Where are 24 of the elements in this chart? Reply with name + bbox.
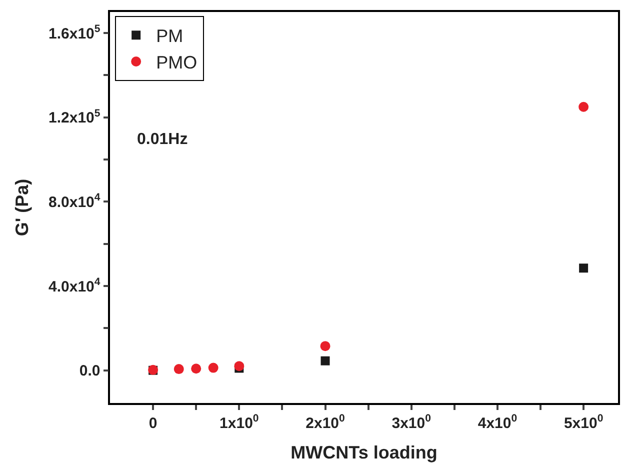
point [191,364,202,374]
point [174,364,184,374]
y-tick-label: 8.0x10$^{4}$ [48,192,100,211]
x-tick-label: 4x10$^{0}$ [478,412,518,432]
legend-label: PM [156,26,184,46]
point [578,102,589,112]
y-tick-label: 0.0 [79,362,100,380]
x-tick-label: 2x10$^{0}$ [306,412,346,432]
y-axis-title: G' (Pa) [12,178,32,236]
point [579,264,588,273]
point [208,362,218,373]
y-tick-label: 1.2x10$^{5}$ [48,107,100,127]
x-tick-label: 0 [148,414,158,432]
point [234,361,244,372]
point [320,356,330,366]
y-tick-label: 4.0x10$^{4}$ [48,276,100,296]
y-tick-label: 1.6x10$^{5}$ [48,23,100,42]
x-tick-label: 1x10$^{0}$ [220,412,259,432]
x-tick-label: 3x10$^{0}$ [392,412,432,432]
x-tick-label: 5x10$^{0}$ [564,412,604,432]
x-axis-title: MWCNTs loading [290,442,438,462]
annotation: 0.01Hz [137,131,188,148]
point [320,341,330,352]
legend-label: PMO [156,52,198,73]
